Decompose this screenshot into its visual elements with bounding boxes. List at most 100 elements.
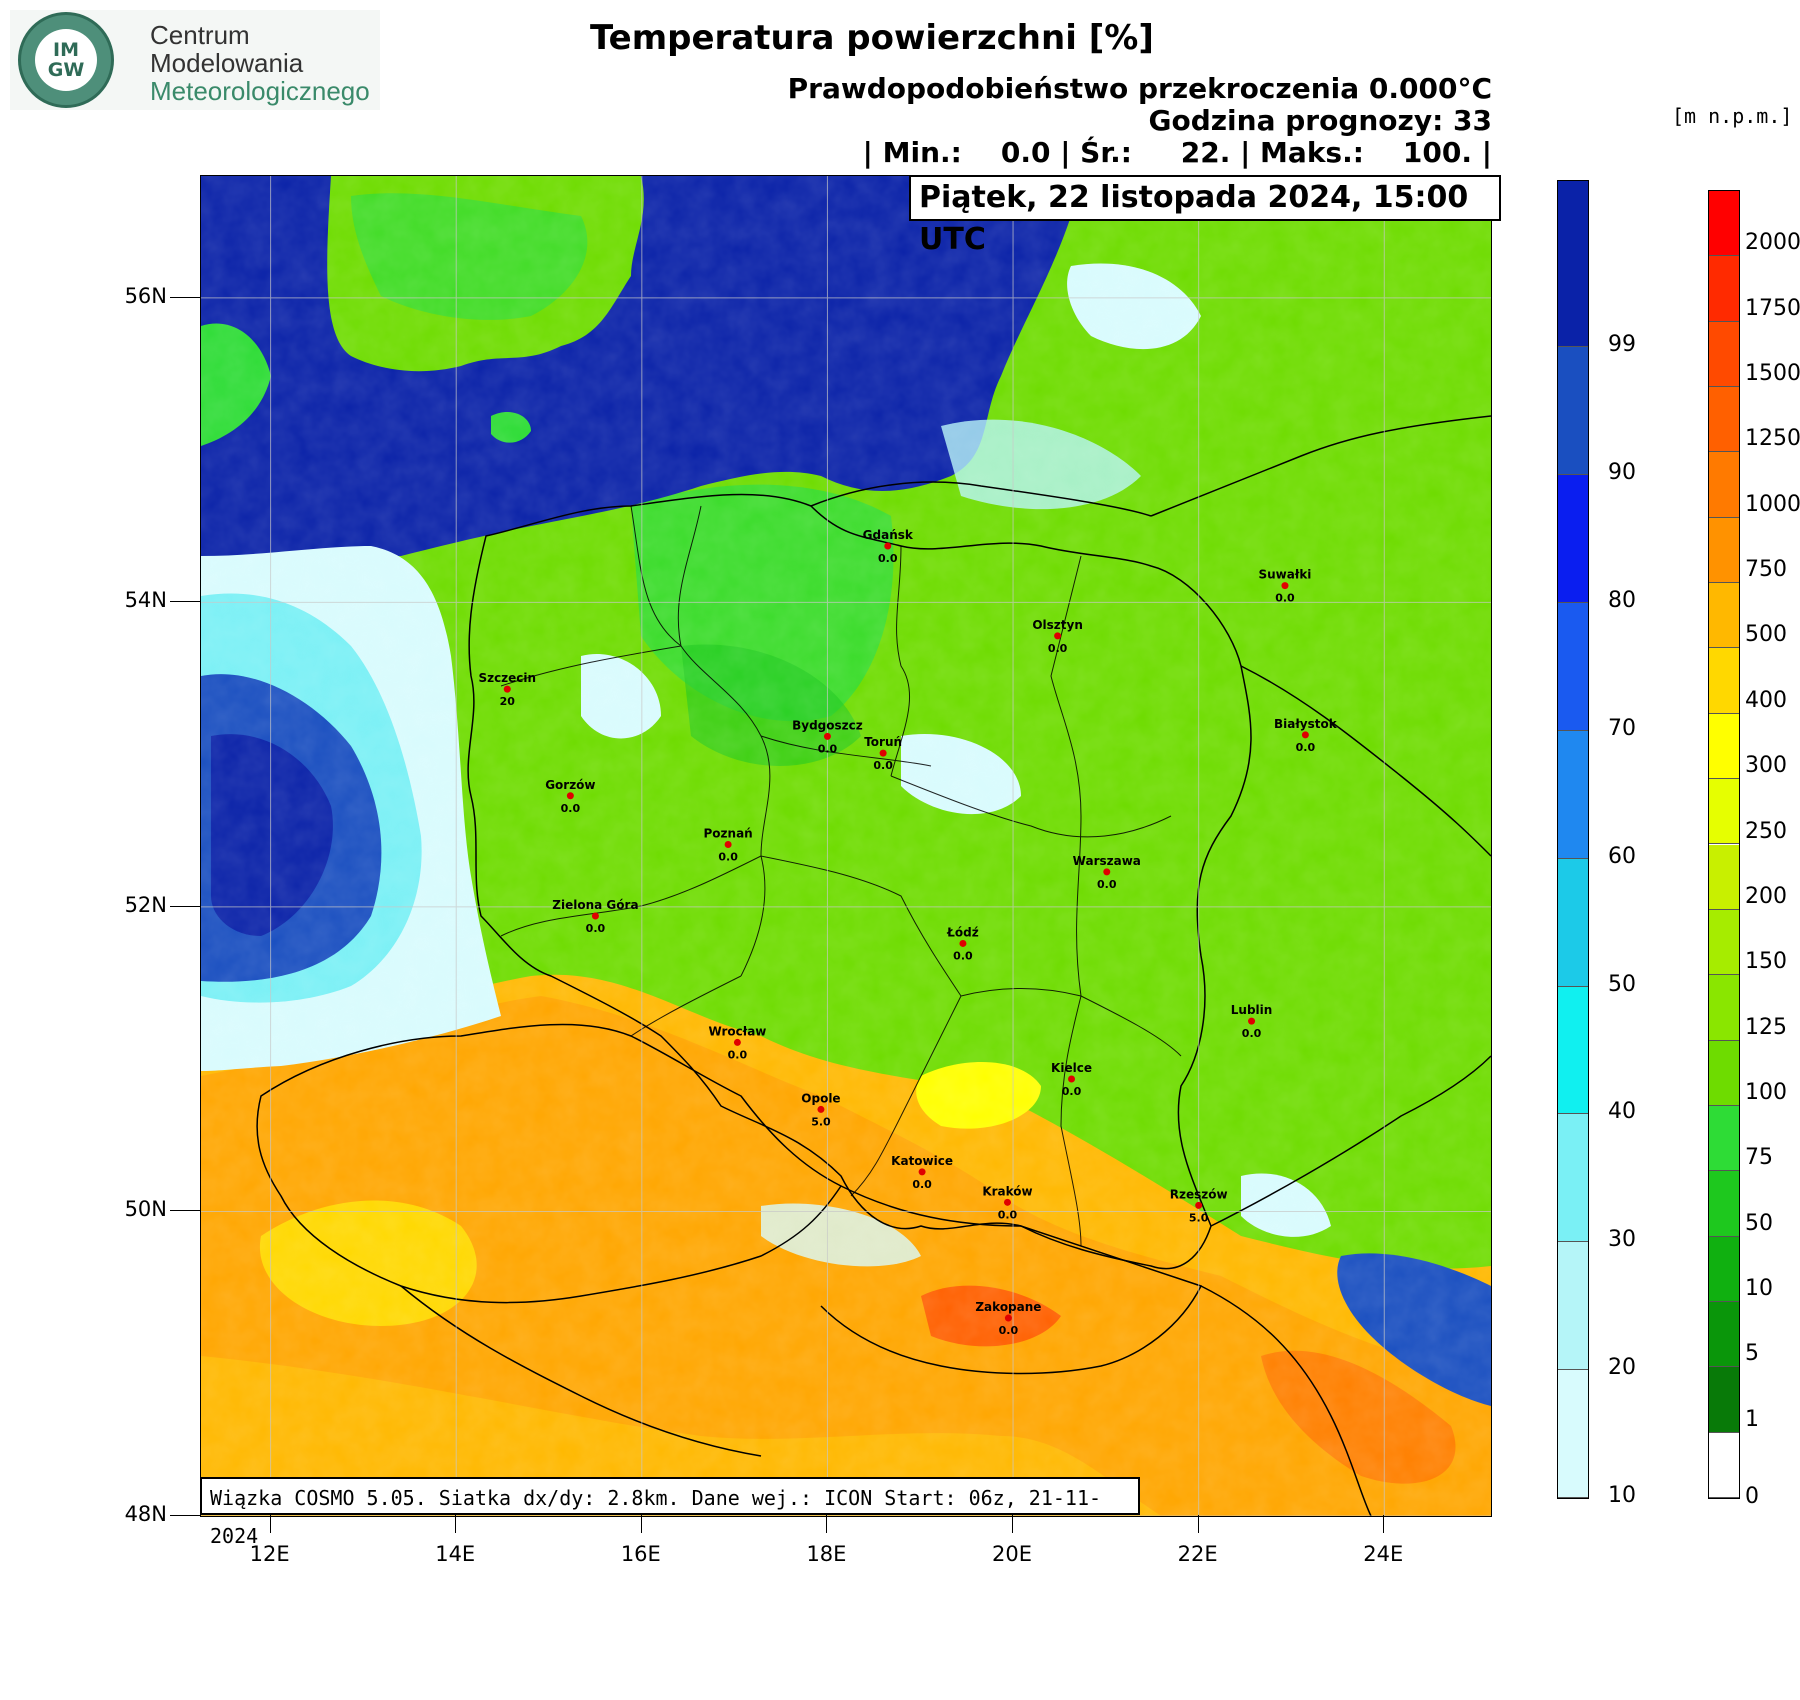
elevation-tick: 1000 [1745, 491, 1800, 517]
city-marker: Katowice 0.0 [891, 1154, 953, 1191]
city-dot [1003, 1198, 1011, 1206]
city-marker: Białystok 0.0 [1274, 717, 1338, 754]
probability-color-segment [1558, 1242, 1588, 1371]
city-value: 0.0 [953, 949, 973, 962]
city-value: 0.0 [1296, 741, 1316, 754]
elevation-tick: 1500 [1745, 361, 1800, 387]
probability-text: Prawdopodobieństwo przekroczenia 0.000 [787, 72, 1458, 105]
elevation-tick: 250 [1745, 818, 1787, 844]
probability-color-segment [1558, 1114, 1588, 1243]
latitude-tick [170, 1210, 200, 1212]
logo-text-line-1: Centrum [150, 20, 250, 50]
city-value: 0.0 [818, 742, 838, 755]
elevation-tick: 0 [1745, 1484, 1759, 1509]
city-value: 0.0 [1242, 1027, 1262, 1040]
logo-text-line-3: Meteorologicznego [150, 76, 370, 106]
latitude-tick [170, 1515, 200, 1516]
city-dot [884, 542, 892, 550]
city-marker: Łódź 0.0 [946, 925, 979, 962]
probability-color-segment [1558, 602, 1588, 731]
city-name: Poznań [704, 826, 753, 840]
latitude-label: 50N [124, 1197, 167, 1222]
probability-tick: 90 [1608, 460, 1636, 486]
latitude-tick [170, 601, 200, 603]
city-value: 20 [500, 695, 516, 708]
city-value: 0.0 [912, 1178, 932, 1191]
longitude-label: 20E [992, 1542, 1033, 1566]
elevation-colorbar [1708, 190, 1740, 1499]
probability-line: Prawdopodobieństwo przekroczenia 0.000°C [788, 72, 1492, 105]
model-info-footnote: Wiązka COSMO 5.05. Siatka dx/dy: 2.8km. … [200, 1477, 1140, 1548]
logo-badge: IM GW [35, 29, 97, 91]
probability-tick: 10 [1608, 1483, 1636, 1508]
city-value: 0.0 [999, 1324, 1019, 1337]
elevation-tick: 500 [1745, 622, 1787, 648]
city-markers: Gdańsk 0.0 Suwałki 0.0 Olsztyn 0.0 Szczecin 20 B… [478, 528, 1337, 1337]
longitude-label: 16E [620, 1542, 661, 1566]
probability-color-segment [1558, 730, 1588, 859]
longitude-tick [1012, 1515, 1014, 1533]
city-dot [879, 749, 887, 757]
city-dot [1281, 582, 1289, 590]
city-marker: Rzeszów 5.0 [1170, 1187, 1228, 1224]
longitude-tick [1383, 1515, 1385, 1533]
city-value: 5.0 [1189, 1211, 1209, 1224]
city-name: Lublin [1231, 1003, 1273, 1017]
probability-tick: 99 [1608, 332, 1636, 358]
city-marker: Bydgoszcz 0.0 [792, 718, 863, 755]
probability-colorbar [1557, 180, 1589, 1499]
city-name: Wrocław [708, 1024, 766, 1038]
elevation-tick: 150 [1745, 949, 1787, 975]
elevation-tick: 300 [1745, 753, 1787, 779]
probability-unit: °C [1457, 72, 1492, 105]
elevation-color-segment [1709, 1105, 1739, 1172]
border-ukraine [1210, 1055, 1492, 1227]
city-marker: Gorzów 0.0 [545, 778, 595, 815]
city-marker: Lublin 0.0 [1231, 1003, 1273, 1040]
elevation-tick: 200 [1745, 883, 1787, 909]
city-marker: Poznań 0.0 [704, 826, 753, 863]
elevation-tick: 750 [1745, 557, 1787, 583]
elevation-tick: 2000 [1745, 230, 1800, 256]
latitude-label: 56N [124, 283, 167, 308]
stats-line: | Min.: 0.0 | Śr.: 22. | Maks.: 100. | [862, 136, 1492, 169]
city-name: Olsztyn [1032, 618, 1083, 632]
elevation-tick: 5 [1745, 1341, 1759, 1367]
probability-color-segment [1558, 858, 1588, 987]
city-marker: Opole 5.0 [801, 1091, 840, 1128]
elevation-color-segment [1709, 844, 1739, 910]
city-dot [1103, 868, 1111, 876]
elevation-color-segment [1709, 583, 1739, 649]
city-name: Szczecin [478, 671, 536, 685]
probability-color-segment [1558, 347, 1588, 476]
city-dot [733, 1038, 741, 1046]
elevation-tick: 75 [1745, 1145, 1773, 1171]
city-value: 0.0 [1048, 642, 1068, 655]
elevation-tick: 1750 [1745, 295, 1800, 321]
city-name: Warszawa [1073, 854, 1141, 868]
city-value: 0.0 [998, 1208, 1018, 1221]
probability-tick: 30 [1608, 1227, 1636, 1253]
elevation-tick: 10 [1745, 1275, 1773, 1301]
city-value: 0.0 [873, 759, 893, 772]
elevation-color-segment [1709, 1432, 1739, 1498]
longitude-tick [269, 1515, 271, 1533]
coordinate-grid [201, 176, 1491, 1517]
city-dot [591, 912, 599, 920]
city-name: Łódź [946, 925, 979, 939]
probability-tick: 70 [1608, 715, 1636, 741]
city-dot [918, 1168, 926, 1176]
city-name: Kraków [982, 1184, 1032, 1198]
city-dot [823, 732, 831, 740]
city-dot [503, 685, 511, 693]
logo-badge-line-2: GW [47, 59, 85, 81]
city-marker: Gdańsk 0.0 [863, 528, 914, 565]
city-name: Gdańsk [863, 528, 914, 542]
city-value: 0.0 [586, 922, 606, 935]
city-marker: Zielona Góra 0.0 [552, 898, 638, 935]
city-marker: Zakopane 0.0 [975, 1300, 1041, 1337]
longitude-tick [455, 1515, 457, 1533]
longitude-label: 24E [1363, 1542, 1404, 1566]
probability-color-segment [1558, 986, 1588, 1115]
city-dot [1248, 1017, 1256, 1025]
